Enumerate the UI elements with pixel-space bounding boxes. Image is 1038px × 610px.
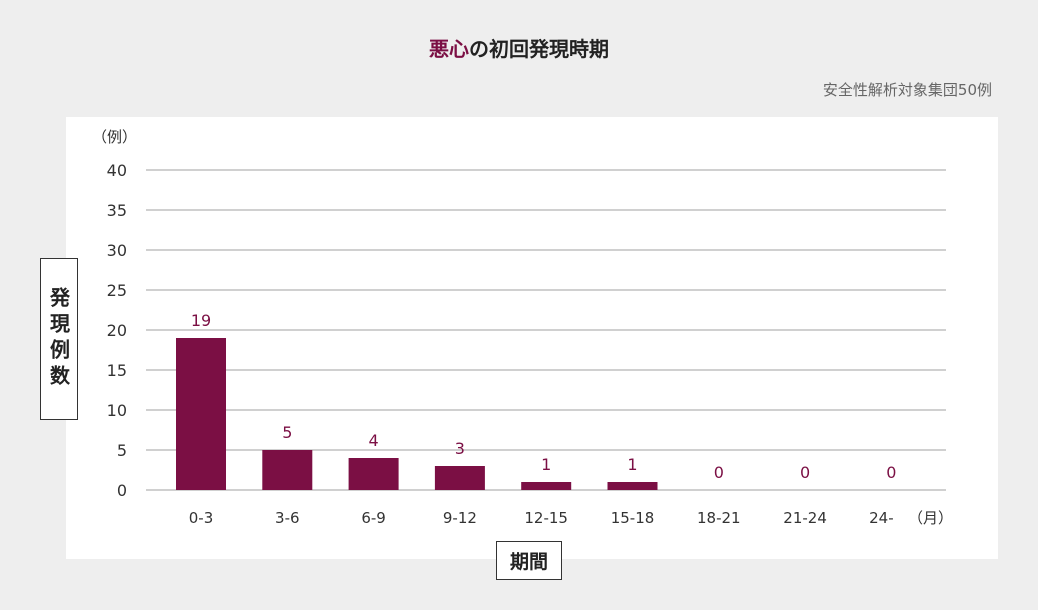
data-label: 0 <box>714 463 724 482</box>
y-tick-label: 10 <box>107 401 127 420</box>
x-unit-label: （月） <box>908 509 953 527</box>
y-unit-label: （例） <box>92 128 137 146</box>
y-tick-label: 20 <box>107 321 127 340</box>
x-axis-label: 期間 <box>509 551 548 573</box>
category-label: 3-6 <box>275 509 300 527</box>
chart-title-rest: の初回発現時期 <box>469 37 609 61</box>
bar <box>521 482 572 490</box>
category-label: 6-9 <box>361 509 386 527</box>
y-axis-label-box: 発現例数 <box>40 258 78 420</box>
bar <box>434 466 485 490</box>
data-label: 1 <box>627 455 637 474</box>
y-tick-label: 35 <box>107 201 127 220</box>
bars <box>176 338 658 490</box>
y-tick-label: 30 <box>107 241 127 260</box>
bar <box>262 450 313 490</box>
category-label: 24- <box>869 509 894 527</box>
category-label: 9-12 <box>443 509 477 527</box>
y-tick-label: 0 <box>117 481 127 500</box>
chart-title-accent: 悪心 <box>429 37 469 61</box>
data-label: 5 <box>282 423 292 442</box>
category-label: 12-15 <box>524 509 568 527</box>
grid-lines <box>146 169 946 491</box>
bar <box>348 458 399 490</box>
data-label: 0 <box>800 463 810 482</box>
data-label: 3 <box>455 439 465 458</box>
y-tick-label: 25 <box>107 281 127 300</box>
data-label: 19 <box>191 311 211 330</box>
category-label: 0-3 <box>189 509 214 527</box>
y-tick-labels: 0 5 10 15 20 25 30 35 40 <box>107 161 127 500</box>
y-axis-label: 発現例数 <box>46 287 71 391</box>
y-tick-label: 40 <box>107 161 127 180</box>
category-label: 21-24 <box>783 509 827 527</box>
y-tick-label: 15 <box>107 361 127 380</box>
bar <box>176 338 226 490</box>
bar <box>607 482 658 490</box>
data-label: 0 <box>886 463 896 482</box>
category-labels: 0-3 3-6 6-9 9-12 12-15 15-18 18-21 21-24 24- <box>189 509 894 527</box>
x-axis-label-box: 期間 <box>496 541 562 580</box>
chart-title: 悪心の初回発現時期 <box>0 33 1038 62</box>
category-label: 18-21 <box>697 509 741 527</box>
data-label: 1 <box>541 455 551 474</box>
data-labels: 19 5 4 3 1 1 0 0 0 <box>191 311 897 482</box>
y-tick-label: 5 <box>117 441 127 460</box>
category-label: 15-18 <box>611 509 655 527</box>
data-label: 4 <box>369 431 379 450</box>
population-note: 安全性解析対象集団50例 <box>822 81 992 99</box>
